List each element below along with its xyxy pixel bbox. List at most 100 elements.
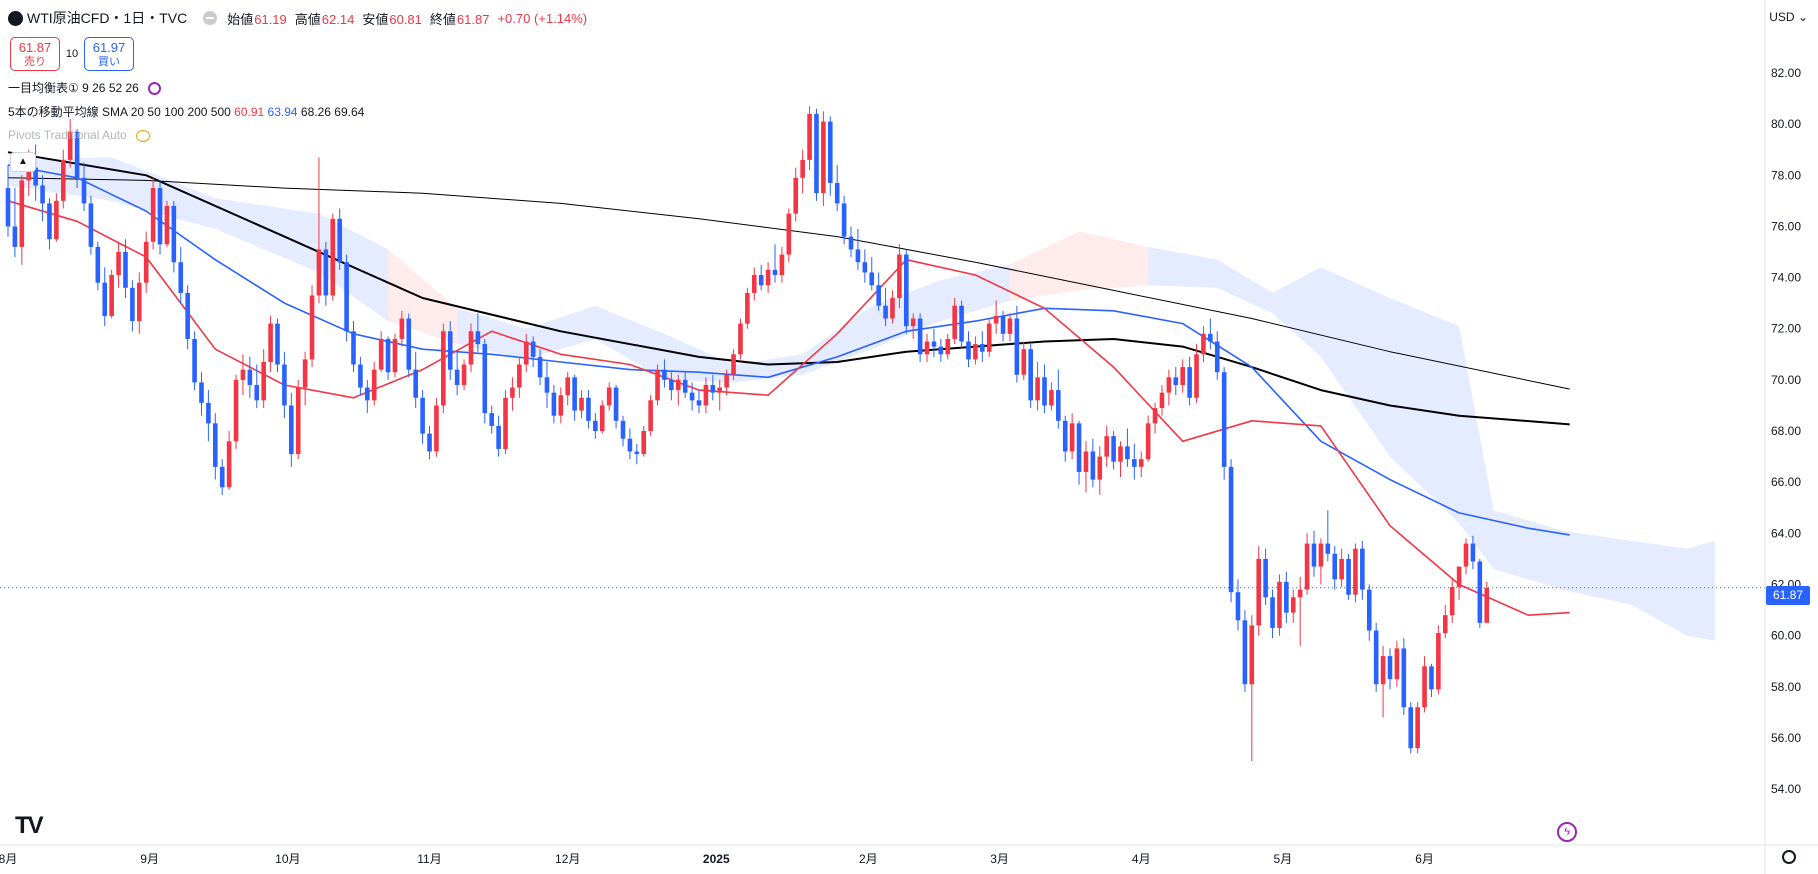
open-value: 始値61.19 xyxy=(227,11,287,27)
candle-body xyxy=(966,341,971,360)
candle-body xyxy=(1442,615,1448,634)
candle-body xyxy=(1484,587,1490,623)
x-tick-label: 11月 xyxy=(417,852,441,866)
candle-body xyxy=(199,382,204,403)
pivots-legend[interactable]: Pivots Traditional Auto xyxy=(8,128,151,142)
candle-body xyxy=(282,364,287,406)
cloud-segment xyxy=(388,249,458,345)
candle-body xyxy=(945,338,951,355)
candle-body xyxy=(897,254,902,299)
candle-body xyxy=(1456,566,1462,588)
candle-body xyxy=(841,203,847,237)
candle-body xyxy=(1097,456,1103,480)
cloud-segment xyxy=(595,305,665,380)
candles xyxy=(5,106,1490,761)
chart-header: WTI原油CFD・1日・TVC 始値61.19 高値62.14 安値60.81 … xyxy=(8,7,587,29)
candle-body xyxy=(1436,633,1441,690)
cloud-segment xyxy=(1148,246,1218,288)
y-tick-label: 78.00 xyxy=(1771,168,1801,182)
candle-body xyxy=(1069,423,1075,452)
candle-body xyxy=(959,305,964,342)
candle-body xyxy=(1290,597,1296,613)
candle-body xyxy=(1132,459,1137,467)
candle-body xyxy=(724,374,729,388)
candle-body xyxy=(876,285,881,306)
sma-legend[interactable]: 5本の移動平均線 SMA 20 50 100 200 500 60.91 63.… xyxy=(8,103,364,120)
chevron-down-icon: ⌄ xyxy=(1797,10,1808,24)
candle-body xyxy=(1304,543,1310,590)
buy-button[interactable]: 61.97 買い xyxy=(84,37,134,71)
candle-body xyxy=(206,402,211,424)
candle-body xyxy=(952,305,957,339)
candle-body xyxy=(1035,377,1040,401)
candle-body xyxy=(54,200,59,240)
candle-body xyxy=(26,167,32,181)
candle-body xyxy=(1256,558,1262,626)
candle-body xyxy=(102,282,108,316)
candle-body xyxy=(1353,548,1358,595)
candle-body xyxy=(1056,390,1061,421)
cloud-segment xyxy=(111,157,216,229)
cloud-segment xyxy=(1272,267,1321,357)
candle-body xyxy=(1325,543,1331,554)
buy-label: 買い xyxy=(98,56,120,68)
candle-body xyxy=(240,369,246,380)
candle-body xyxy=(551,392,557,416)
candle-body xyxy=(95,246,101,283)
candle-body xyxy=(47,203,52,240)
symbol-title[interactable]: WTI原油CFD・1日・TVC xyxy=(27,10,188,26)
candle-body xyxy=(890,298,895,319)
candle-body xyxy=(109,275,114,316)
candle-body xyxy=(869,272,875,286)
candle-body xyxy=(427,433,432,452)
x-tick-label: 12月 xyxy=(555,852,580,866)
candle-body xyxy=(1415,707,1420,749)
candle-body xyxy=(523,341,529,365)
candle-body xyxy=(980,344,985,352)
candle-body xyxy=(289,405,294,455)
sma-type: SMA xyxy=(102,105,128,119)
candle-body xyxy=(1366,589,1372,631)
candle-body xyxy=(786,213,792,255)
y-tick-label: 66.00 xyxy=(1771,475,1801,489)
y-tick-label: 54.00 xyxy=(1771,782,1801,796)
eye-icon[interactable] xyxy=(136,129,151,142)
collapse-toggle-icon[interactable] xyxy=(203,11,218,25)
cloud-segment xyxy=(526,305,596,360)
candle-body xyxy=(454,369,460,385)
refresh-icon[interactable] xyxy=(148,82,162,96)
candle-body xyxy=(344,262,349,332)
candle-body xyxy=(385,338,391,373)
last-price-tag: 61.87 xyxy=(1766,586,1810,605)
candle-body xyxy=(1318,543,1324,567)
tradingview-logo[interactable]: TV xyxy=(15,812,44,839)
candle-body xyxy=(461,364,467,385)
cloud-segment xyxy=(1217,259,1273,314)
sma50-value: 63.94 xyxy=(267,105,298,119)
gear-icon[interactable] xyxy=(1782,850,1796,864)
lightning-icon[interactable]: ϟ xyxy=(1557,822,1577,842)
candle-body xyxy=(544,377,550,393)
candle-body xyxy=(1007,318,1013,334)
sell-button[interactable]: 61.87 売り xyxy=(10,37,60,71)
pivots-label: Pivots Traditional Auto xyxy=(8,128,127,142)
candle-body xyxy=(1049,390,1054,406)
ichimoku-legend[interactable]: 一目均衡表① 9 26 52 26 xyxy=(8,79,162,96)
candle-body xyxy=(302,359,308,388)
candle-body xyxy=(378,338,384,370)
candle-body xyxy=(793,177,799,214)
collapse-legend-button[interactable]: ▲ xyxy=(10,152,36,172)
candle-body xyxy=(213,423,218,467)
candle-body xyxy=(765,269,771,286)
currency-selector[interactable]: USD ⌄ xyxy=(1769,10,1808,24)
cloud-segment xyxy=(940,264,1010,322)
candle-body xyxy=(1173,377,1179,385)
y-tick-label: 60.00 xyxy=(1771,629,1801,643)
candle-body xyxy=(468,331,474,365)
candle-body xyxy=(1083,451,1089,472)
candle-body xyxy=(993,315,999,324)
candle-body xyxy=(482,344,488,414)
sma50-line xyxy=(7,164,1570,536)
